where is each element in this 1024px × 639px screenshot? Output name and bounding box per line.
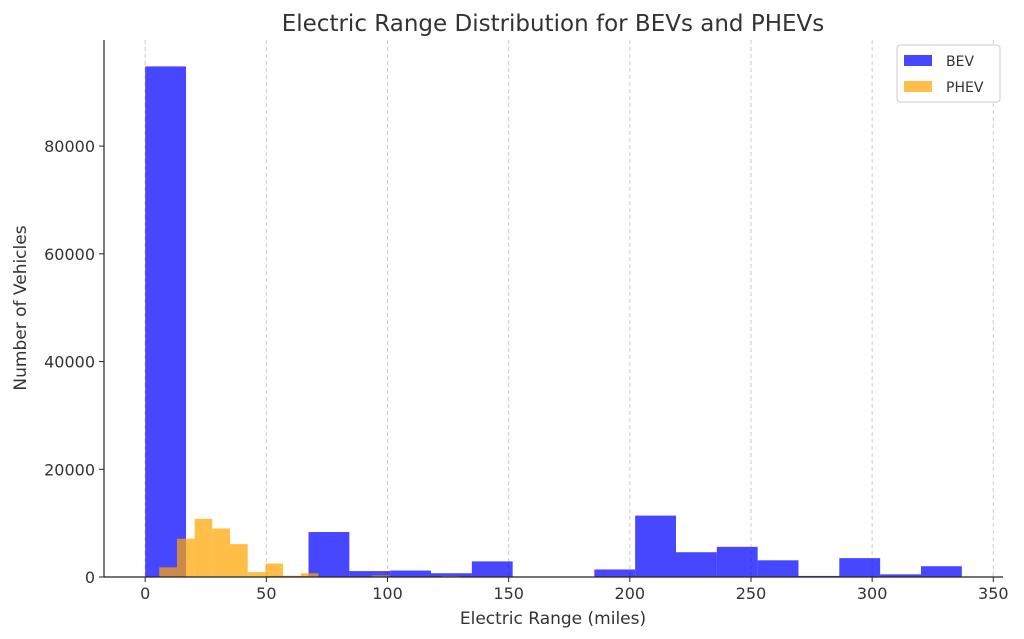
phev-bar (265, 563, 284, 577)
legend: BEV PHEV (896, 44, 1001, 103)
y-tick-label: 80000 (44, 137, 95, 156)
legend-swatch-phev (904, 81, 932, 92)
x-axis-label: Electric Range (miles) (460, 609, 646, 629)
legend-label-phev: PHEV (946, 80, 984, 96)
y-tick-label: 0 (85, 568, 95, 587)
bev-bar (920, 566, 962, 577)
bev-bar (716, 546, 758, 577)
x-tick-label: 200 (615, 584, 646, 603)
phev-bar (159, 567, 177, 577)
x-tick-label: 300 (857, 584, 888, 603)
bev-bar (390, 570, 432, 577)
x-tick-label: 350 (978, 584, 1009, 603)
y-tick-label: 60000 (44, 245, 95, 264)
x-tick-label: 100 (372, 584, 403, 603)
x-tick-label: 0 (140, 584, 150, 603)
x-tick-label: 50 (256, 584, 276, 603)
bev-bar (471, 561, 513, 577)
bev-bar (839, 558, 881, 577)
y-axis-label: Number of Vehicles (11, 225, 31, 390)
legend-swatch-bev (904, 55, 932, 66)
x-tick-label: 150 (493, 584, 524, 603)
bev-bar (594, 569, 636, 577)
bev-bar (145, 66, 187, 577)
legend-label-bev: BEV (946, 54, 974, 70)
phev-bar (212, 528, 231, 577)
y-tick-label: 20000 (44, 460, 95, 479)
phev-bar (230, 544, 248, 577)
phev-bar (194, 518, 213, 577)
bev-bar (675, 552, 717, 577)
phev-bar (371, 575, 390, 577)
phev-bar (300, 573, 319, 577)
chart-title: Electric Range Distribution for BEVs and… (282, 11, 825, 37)
bev-bar (431, 573, 472, 577)
x-tick-label: 250 (736, 584, 767, 603)
bev-bar (880, 574, 921, 577)
y-tick-label: 40000 (44, 353, 95, 372)
bev-bar (757, 560, 799, 577)
bev-bar (635, 515, 676, 577)
phev-bar (247, 572, 266, 577)
bev-bar (349, 571, 391, 577)
bev-bar (308, 532, 350, 577)
phev-bar (176, 538, 195, 577)
